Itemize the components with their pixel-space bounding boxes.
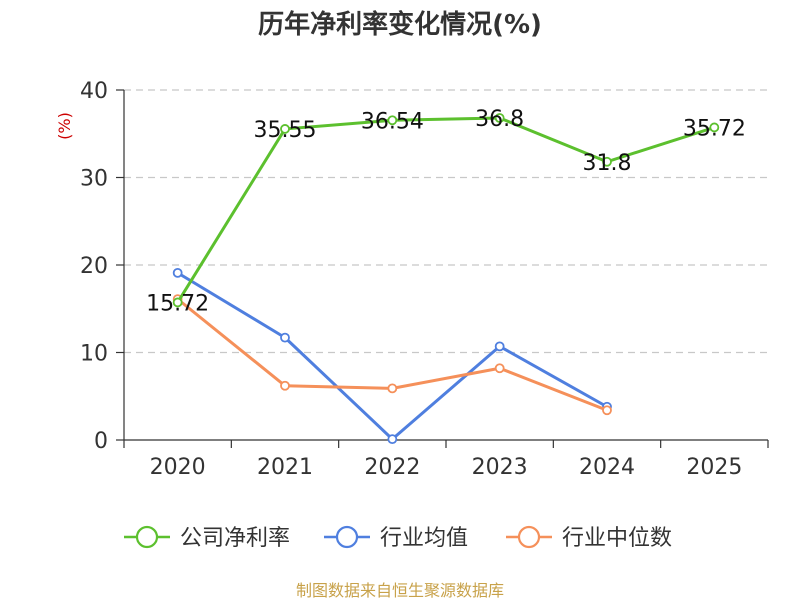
x-tick-label: 2022: [364, 455, 420, 480]
series-1-point: [280, 332, 290, 343]
data-label: 36.8: [475, 107, 524, 132]
data-label: 15.72: [146, 291, 209, 316]
series-1-point: [387, 434, 398, 445]
chart-title: 历年净利率变化情况(%): [258, 9, 542, 40]
series-0-point: [172, 297, 183, 308]
series-2-point: [494, 363, 505, 374]
legend: 公司净利率 行业均值 行业中位数: [124, 525, 672, 551]
series-2-point: [280, 380, 290, 391]
y-tick-label: 0: [94, 429, 108, 454]
x-tick-label: 2023: [472, 455, 528, 480]
data-labels: 15.72 35.55 36.54 36.8 31.8 35.72: [146, 107, 746, 316]
series-layer: [172, 113, 720, 445]
y-tick-label: 10: [80, 342, 108, 367]
y-tick-label: 20: [80, 254, 108, 279]
series-1-line: [176, 271, 608, 441]
legend-label: 公司净利率: [180, 526, 290, 551]
series-0-point: [494, 113, 505, 123]
data-label: 31.8: [583, 151, 632, 176]
y-tick-label: 40: [80, 79, 108, 104]
grid-lines: [124, 89, 768, 354]
y-axis-unit: (%): [55, 112, 74, 140]
x-tick-label: 2020: [150, 455, 206, 480]
legend-marker: [135, 525, 159, 549]
series-2-line: [176, 297, 608, 412]
legend-marker: [335, 525, 359, 549]
x-tick-label: 2021: [257, 455, 313, 480]
series-2-point: [602, 405, 612, 416]
x-tick-label: 2025: [686, 455, 742, 480]
series-0-line: [176, 116, 715, 304]
legend-label: 行业中位数: [562, 526, 672, 551]
series-0-point: [280, 124, 290, 134]
series-2-point: [387, 383, 398, 394]
series-0-point: [709, 122, 720, 133]
series-0-point: [602, 156, 612, 167]
data-label: 35.55: [254, 118, 317, 143]
legend-label: 行业均值: [380, 526, 468, 551]
series-1-point: [172, 267, 183, 278]
series-0-point: [387, 115, 398, 126]
y-tick-label: 30: [80, 167, 108, 192]
axes: 0 10 20 30 40 2020 2021 2022 2023 2024 2025: [80, 79, 769, 480]
data-label: 36.54: [361, 109, 424, 134]
x-tick-label: 2024: [579, 455, 635, 480]
source-note: 制图数据来自恒生聚源数据库: [296, 581, 504, 600]
legend-marker: [517, 525, 541, 549]
series-1-point: [494, 341, 505, 352]
data-label: 35.72: [683, 116, 746, 141]
